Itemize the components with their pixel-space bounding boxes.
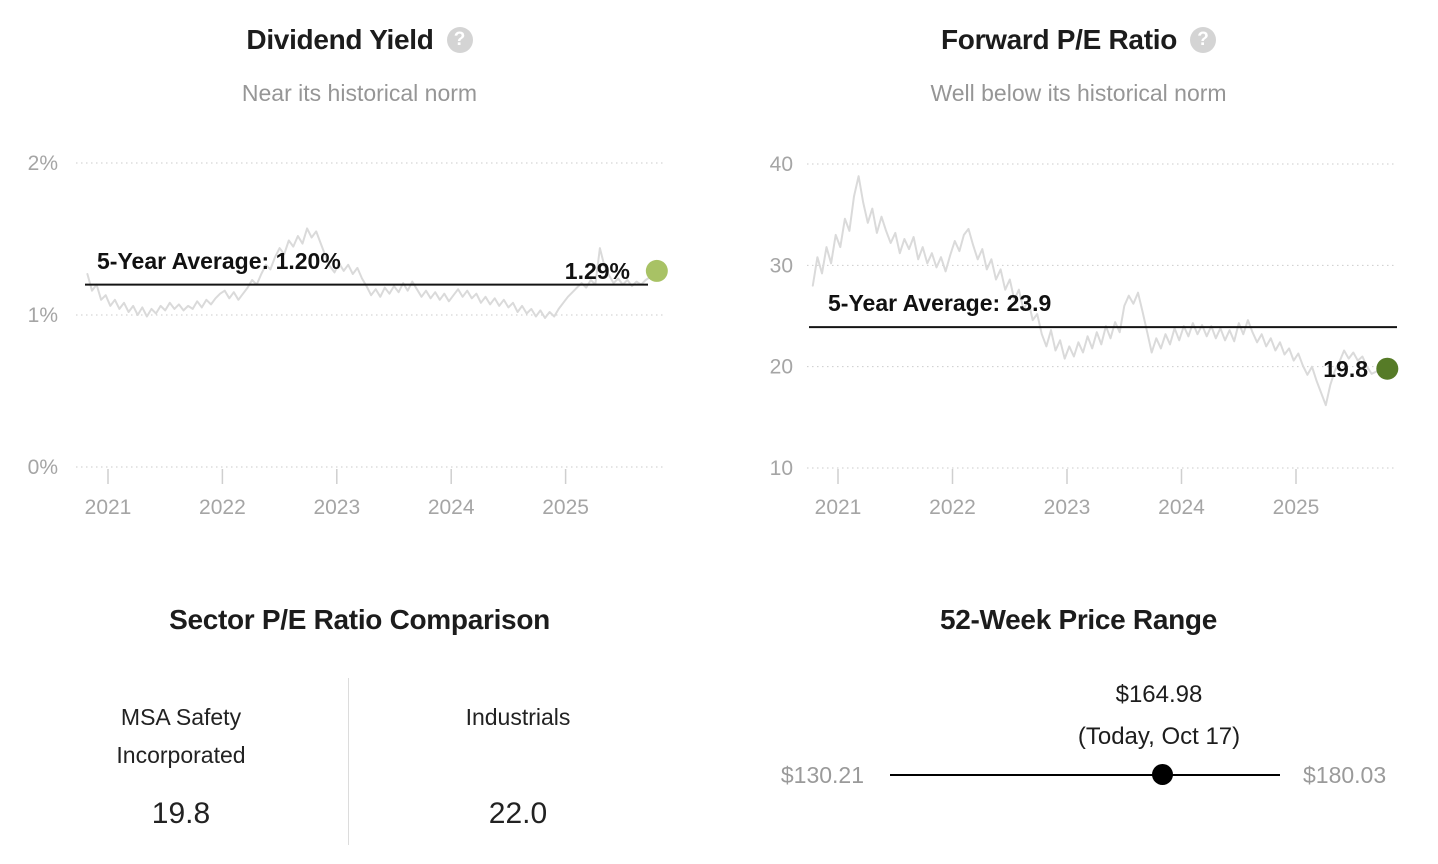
current-price-date: (Today, Oct 17)	[1077, 723, 1241, 750]
x-tick-label: 2024	[1158, 496, 1205, 519]
y-tick-label: 40	[770, 153, 793, 176]
average-label: 5-Year Average: 1.20%	[97, 248, 341, 274]
panel-title: 52-Week Price Range	[939, 604, 1218, 635]
current-value-label: 19.8	[1323, 356, 1368, 382]
company-name: MSA Safety Incorporated	[116, 704, 246, 768]
price-range-panel: 52-Week Price Range $164.98 (Today, Oct …	[719, 560, 1438, 864]
panel-title: Forward P/E Ratio	[940, 24, 1178, 55]
panel-title: Sector P/E Ratio Comparison	[169, 604, 550, 635]
dividend-yield-panel: 2% 1% 0% 2021 2022 2023 2024 2025 Dividend Yiel…	[0, 0, 719, 560]
range-marker	[1151, 764, 1173, 785]
sector-pe-comparison-panel: Sector P/E Ratio Comparison MSA Safety I…	[0, 560, 719, 864]
panel-subtitle: Near its historical norm	[241, 80, 478, 106]
current-price-label: $164.98	[1115, 681, 1203, 708]
y-tick-label: 1%	[28, 304, 58, 327]
series-line	[86, 227, 656, 319]
company-column: MSA Safety Incorporated 19.8	[6, 698, 356, 858]
current-dot	[1376, 357, 1399, 380]
column-divider	[348, 678, 349, 845]
x-tick-label: 2022	[199, 496, 246, 519]
dividend-yield-chart: 2% 1% 0% 2021 2022 2023 2024 2025	[28, 152, 668, 519]
high-price-label: $180.03	[1303, 762, 1387, 788]
y-tick-label: 2%	[28, 152, 58, 175]
forward-pe-chart: 40 30 20 10 2021 2022 2023 2024 2025	[770, 153, 1399, 519]
x-tick-label: 2024	[428, 496, 475, 519]
panel-subtitle: Well below its historical norm	[930, 80, 1227, 106]
x-tick-label: 2022	[929, 496, 976, 519]
low-price-label: $130.21	[780, 762, 864, 788]
company-pe-value: 19.8	[151, 797, 211, 830]
y-tick-label: 10	[770, 457, 793, 480]
sector-column: Industrials 22.0	[363, 698, 673, 858]
x-tick-label: 2025	[1273, 496, 1320, 519]
current-value-label: 1.29%	[564, 258, 630, 284]
y-tick-label: 0%	[28, 456, 58, 479]
x-tick-label: 2021	[815, 496, 862, 519]
current-dot	[645, 259, 668, 282]
help-icon[interactable]: ?	[1190, 27, 1217, 53]
average-label: 5-Year Average: 23.9	[828, 290, 1052, 316]
help-icon[interactable]: ?	[446, 27, 473, 53]
series-line	[811, 175, 1387, 407]
sector-pe-value: 22.0	[488, 797, 548, 830]
x-tick-label: 2023	[313, 496, 360, 519]
x-tick-label: 2023	[1044, 496, 1091, 519]
y-tick-label: 30	[770, 254, 793, 277]
range-track	[890, 774, 1280, 776]
x-tick-label: 2025	[542, 496, 589, 519]
panel-title: Dividend Yield	[246, 24, 434, 55]
sector-name: Industrials	[465, 704, 571, 730]
x-tick-label: 2021	[85, 496, 132, 519]
forward-pe-panel: 40 30 20 10 2021 2022 2023 2024 2025 Forward P/E…	[719, 0, 1438, 560]
y-tick-label: 20	[770, 356, 793, 379]
